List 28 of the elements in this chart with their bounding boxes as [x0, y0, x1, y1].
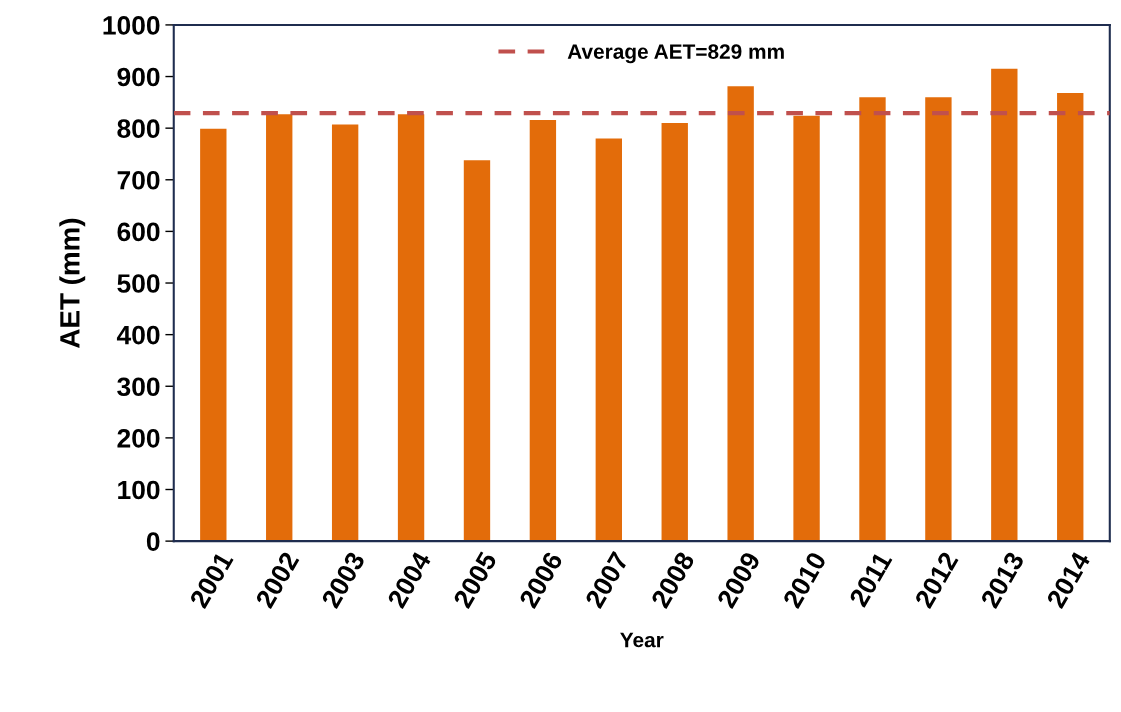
legend-label: Average AET=829 mm	[567, 44, 784, 64]
bar	[397, 114, 425, 542]
bar	[463, 160, 491, 542]
y-tick-label: 800	[117, 119, 160, 138]
bar	[331, 124, 359, 542]
y-tick-label: 500	[117, 274, 160, 293]
y-tick-label: 700	[117, 170, 160, 190]
x-axis-title: Year	[620, 632, 664, 648]
bar	[595, 138, 622, 542]
bar	[661, 123, 688, 542]
y-tick-label: 100	[118, 480, 160, 500]
y-tick-label: 300	[117, 377, 160, 397]
y-axis-title: AET (mm)	[59, 218, 86, 348]
y-tick-label: 200	[117, 429, 160, 448]
bar	[727, 86, 754, 542]
y-tick-label: 600	[117, 222, 160, 242]
y-tick-label: 900	[117, 67, 160, 87]
bar	[1057, 93, 1084, 542]
bar	[266, 114, 293, 542]
y-tick-label: 0	[146, 532, 160, 551]
bar	[793, 115, 820, 542]
bar	[991, 68, 1018, 542]
bar	[925, 97, 952, 542]
bar	[529, 119, 557, 542]
y-tick-label: 1000	[103, 16, 160, 35]
y-tick-label: 400	[116, 325, 160, 345]
bar	[859, 97, 886, 542]
bar	[200, 128, 227, 542]
